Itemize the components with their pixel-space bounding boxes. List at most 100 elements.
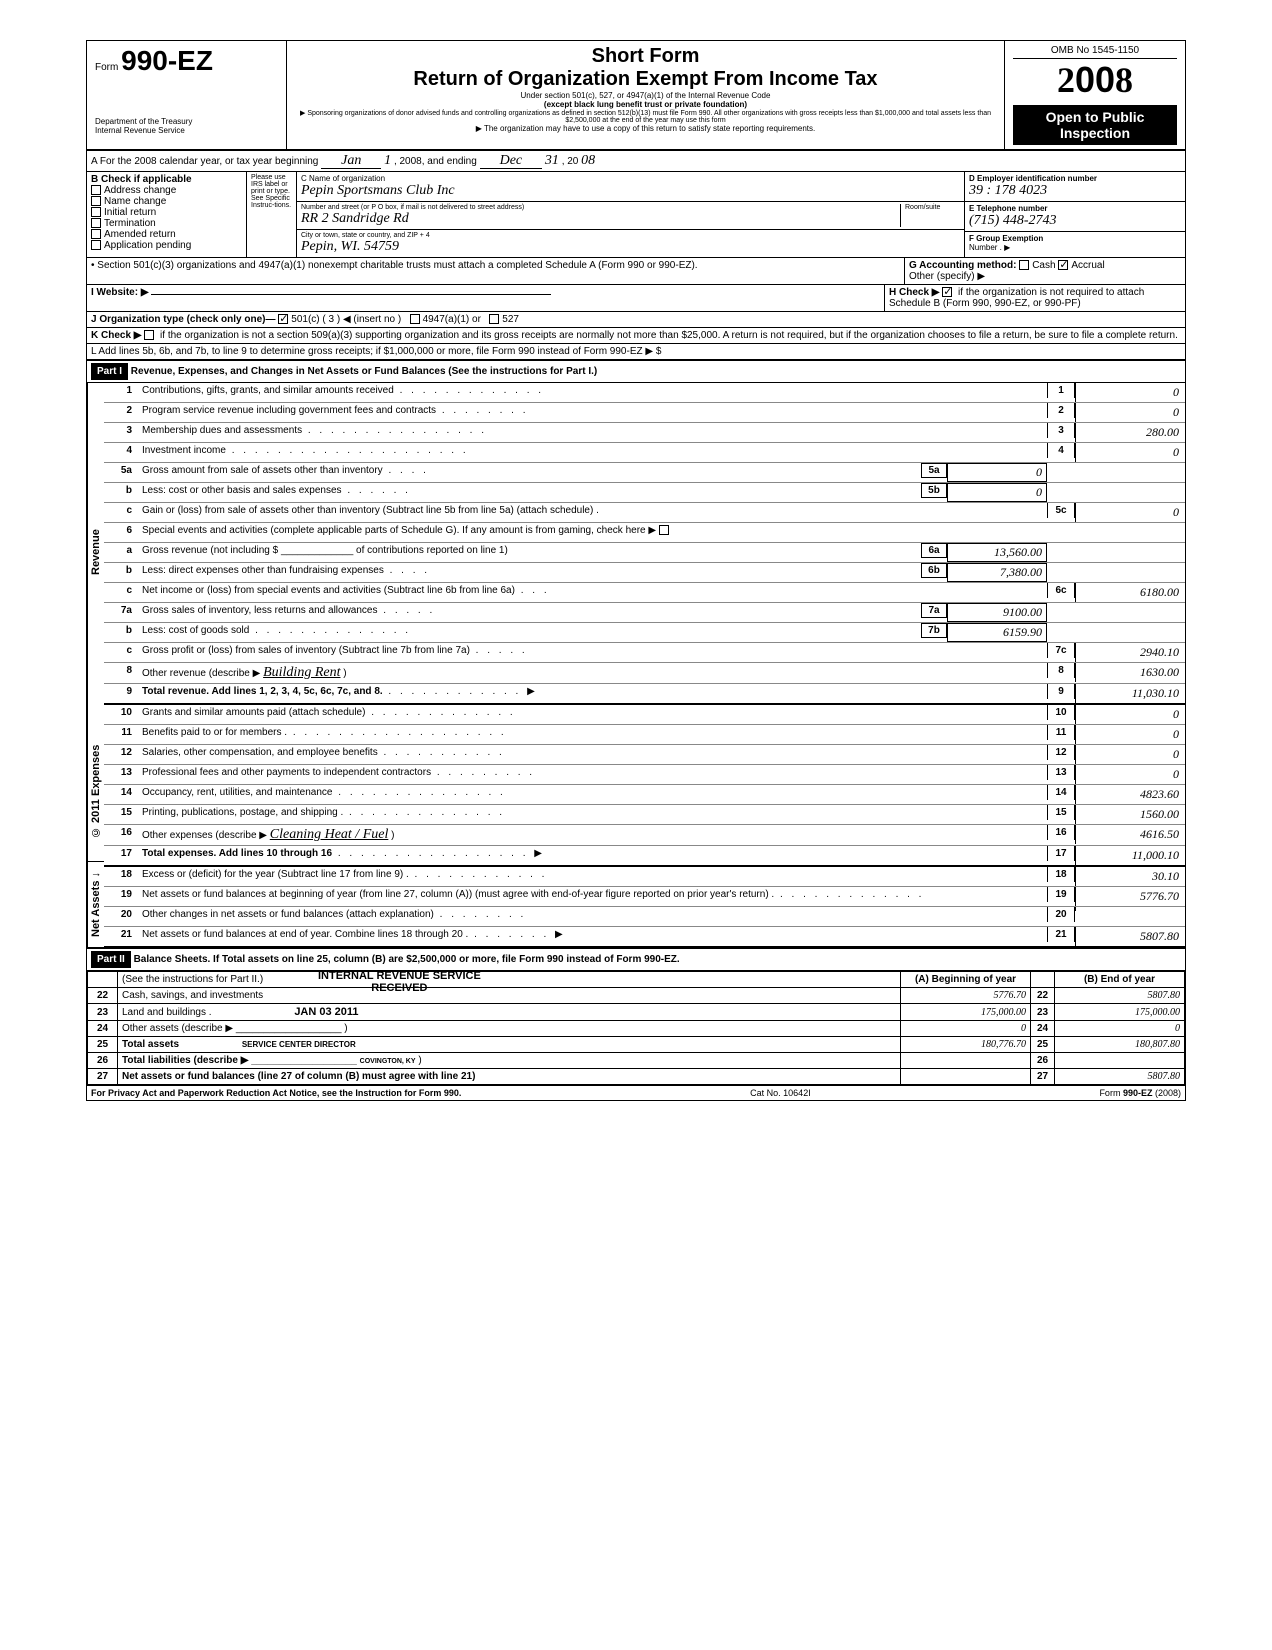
lbl-amended: Amended return (104, 229, 176, 240)
footer: For Privacy Act and Paperwork Reduction … (87, 1085, 1185, 1100)
def-block: D Employer identification number 39 : 17… (965, 172, 1185, 257)
l6-text: Special events and activities (complete … (142, 525, 656, 536)
l10-text: Grants and similar amounts paid (attach … (142, 707, 365, 718)
bal-24-b: 0 (1055, 1021, 1185, 1037)
part2-header: Part II Balance Sheets. If Total assets … (87, 948, 1185, 971)
begin-month: Jan (321, 153, 381, 169)
line-j: J Organization type (check only one)— 50… (87, 312, 1185, 328)
header-right: OMB No 1545-1150 2008 Open to Public Ins… (1005, 41, 1185, 149)
line-g-label: G Accounting method: (909, 260, 1016, 271)
street: RR 2 Sandridge Rd (301, 211, 900, 227)
end-day: 31 (545, 153, 559, 168)
chk-501c[interactable] (278, 314, 288, 324)
chk-accrual[interactable] (1058, 260, 1068, 270)
l5a-amt: 0 (947, 463, 1047, 482)
l7a-text: Gross sales of inventory, less returns a… (142, 605, 377, 616)
room-suite-label: Room/suite (900, 204, 960, 227)
dept-treasury: Department of the Treasury (95, 117, 278, 126)
bal-23-b: 175,000.00 (1055, 1004, 1185, 1021)
chk-gaming[interactable] (659, 525, 669, 535)
chk-527[interactable] (489, 314, 499, 324)
begin-day: 1 (384, 153, 391, 168)
form-number: 990-EZ (121, 45, 213, 76)
part2-label: Part II (91, 951, 131, 968)
street-label: Number and street (or P O box, if mail i… (301, 204, 900, 211)
irs-label: Internal Revenue Service (95, 126, 278, 135)
line-e-label: E Telephone number (969, 204, 1181, 213)
part2-title: Balance Sheets. If Total assets on line … (134, 954, 680, 965)
line-f-label: F Group Exemption (969, 234, 1181, 243)
l19-text: Net assets or fund balances at beginning… (142, 889, 774, 900)
l5c-text: Gain or (loss) from sale of assets other… (138, 503, 1047, 518)
stamp-covington: COVINGTON, KY (360, 1058, 416, 1065)
please-use-irs: Please use IRS label or print or type. S… (247, 172, 297, 257)
l7c-amt: 2940.10 (1075, 643, 1185, 662)
short-form-label: Short Form (295, 45, 996, 68)
title-main: Return of Organization Exempt From Incom… (295, 68, 996, 91)
l7b-text: Less: cost of goods sold (142, 625, 249, 636)
l1-text: Contributions, gifts, grants, and simila… (142, 385, 394, 396)
subtitle1: Under section 501(c), 527, or 4947(a)(1)… (295, 91, 996, 100)
line-k-text: if the organization is not a section 509… (160, 330, 1178, 341)
bal-27-text: Net assets or fund balances (line 27 of … (122, 1071, 475, 1082)
chk-cash[interactable] (1019, 260, 1029, 270)
bal-24-text: Other assets (describe ▶ _______________… (122, 1023, 342, 1034)
lbl-termination: Termination (104, 218, 156, 229)
l5b-text: Less: cost or other basis and sales expe… (142, 485, 342, 496)
form-990ez: Form 990-EZ Department of the Treasury I… (86, 40, 1186, 1101)
l6b-text: Less: direct expenses other than fundrai… (142, 565, 384, 576)
line-a: A For the 2008 calendar year, or tax yea… (87, 151, 1185, 172)
l5c-amt: 0 (1075, 503, 1185, 522)
l21-text: Net assets or fund balances at end of ye… (142, 929, 468, 940)
bal-22-text: Cash, savings, and investments (118, 988, 901, 1004)
chk-amended[interactable] (91, 229, 101, 239)
l19-amt: 5776.70 (1075, 887, 1185, 906)
chk-termination[interactable] (91, 218, 101, 228)
line-g-other: Other (specify) ▶ (909, 271, 1181, 282)
l5b-amt: 0 (947, 483, 1047, 502)
bal-27-b: 5807.80 (1055, 1069, 1185, 1085)
part1-label: Part I (91, 363, 128, 380)
l12-amt: 0 (1075, 745, 1185, 764)
l13-text: Professional fees and other payments to … (142, 767, 431, 778)
chk-address-change[interactable] (91, 185, 101, 195)
footer-mid: Cat No. 10642I (750, 1088, 811, 1098)
chk-name-change[interactable] (91, 196, 101, 206)
l12-text: Salaries, other compensation, and employ… (142, 747, 378, 758)
chk-4947[interactable] (410, 314, 420, 324)
l16-desc: Cleaning Heat / Fuel (270, 827, 389, 842)
l4-amt: 0 (1075, 443, 1185, 462)
website-field[interactable] (151, 294, 551, 295)
l16-amt: 4616.50 (1075, 825, 1185, 844)
bal-27-a (901, 1069, 1031, 1085)
chk-pending[interactable] (91, 240, 101, 250)
l9-text: Total revenue. Add lines 1, 2, 3, 4, 5c,… (142, 686, 383, 697)
header-center: Short Form Return of Organization Exempt… (287, 41, 1005, 149)
l8-amt: 1630.00 (1075, 663, 1185, 682)
l13-amt: 0 (1075, 765, 1185, 784)
line-i-label: I Website: ▶ (91, 287, 149, 298)
lbl-address-change: Address change (104, 185, 176, 196)
stamp-received: RECEIVED (318, 982, 481, 994)
sponsor-note: ▶ Sponsoring organizations of donor advi… (295, 109, 996, 124)
line-j-label: J Organization type (check only one)— (91, 314, 275, 325)
lbl-name-change: Name change (104, 196, 166, 207)
l15-text: Printing, publications, postage, and shi… (142, 807, 343, 818)
bal-row-23: 23Land and buildings . JAN 03 2011175,00… (88, 1004, 1185, 1021)
part1-body: Revenue © 2011 Expenses Net Assets ↓ 1Co… (87, 383, 1185, 948)
part1-lines: 1Contributions, gifts, grants, and simil… (104, 383, 1185, 948)
l15-amt: 1560.00 (1075, 805, 1185, 824)
chk-k[interactable] (144, 330, 154, 340)
l1-amt: 0 (1075, 383, 1185, 402)
stamp-director: SERVICE CENTER DIRECTOR (242, 1040, 356, 1049)
section-g-row: • Section 501(c)(3) organizations and 49… (87, 258, 1185, 285)
l11-amt: 0 (1075, 725, 1185, 744)
line-k-label: K Check ▶ (91, 330, 141, 341)
sidebar-netassets: Net Assets ↓ (87, 862, 104, 948)
bal-26-b (1055, 1053, 1185, 1069)
chk-h[interactable] (942, 287, 952, 297)
chk-initial-return[interactable] (91, 207, 101, 217)
header: Form 990-EZ Department of the Treasury I… (87, 41, 1185, 151)
bal-22-a: 5776.70 (901, 988, 1031, 1004)
tax-year: 2008 (1013, 59, 1177, 101)
